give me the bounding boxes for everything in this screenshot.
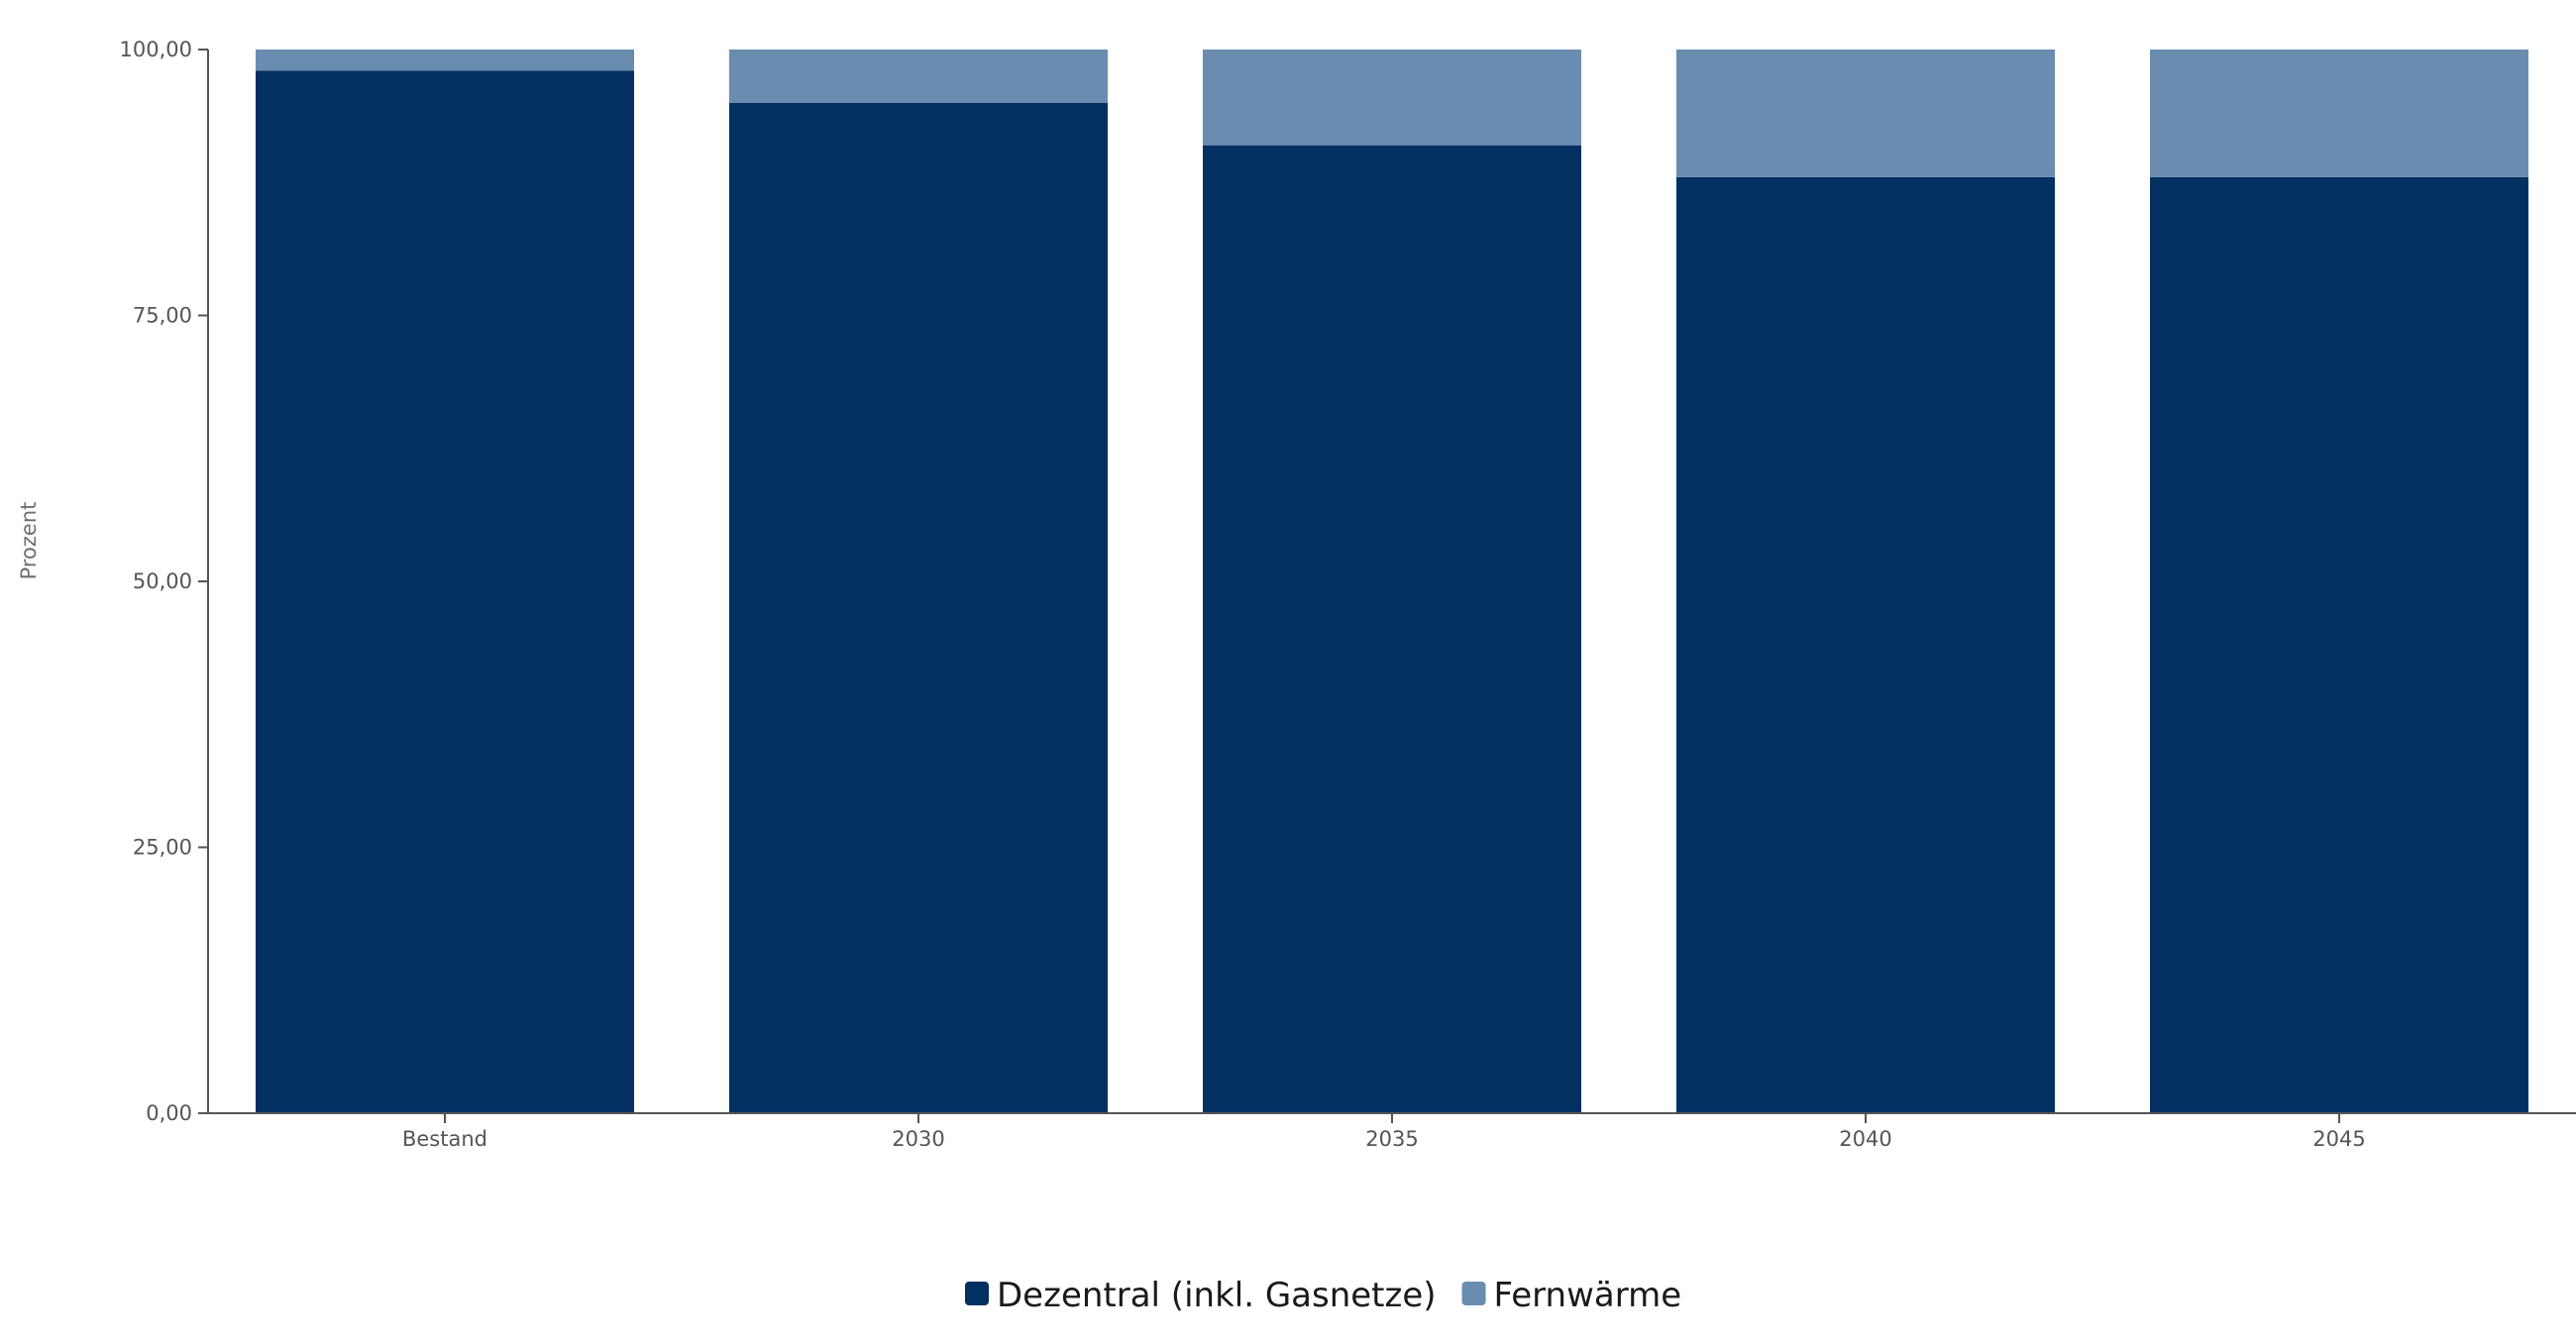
legend-swatch-fernw-rme	[1461, 1282, 1486, 1305]
bar-dezentral-inkl-gasnetze-2035	[1203, 145, 1581, 1113]
bar-fernw-rme-2035	[1203, 50, 1581, 146]
bar-dezentral-inkl-gasnetze-bestand	[256, 70, 634, 1114]
legend-label-fernw-rme: Fernwärme	[1494, 1276, 1682, 1315]
x-tick-label: 2030	[892, 1127, 944, 1151]
legend-label-dezentral-inkl-gasnetze: Dezentral (inkl. Gasnetze)	[997, 1276, 1437, 1315]
y-tick-label: 50,00	[133, 569, 192, 593]
legend-swatch-dezentral-inkl-gasnetze	[965, 1282, 989, 1305]
bar-fernw-rme-2030	[729, 50, 1108, 103]
bar-dezentral-inkl-gasnetze-2030	[729, 102, 1108, 1113]
legend: Dezentral (inkl. Gasnetze) Fernwärme	[965, 1276, 1681, 1315]
x-tick-label: 2035	[1365, 1127, 1418, 1151]
bar-fernw-rme-2040	[1676, 50, 2055, 177]
y-axis-title: Prozent	[17, 502, 41, 580]
bars-layer	[256, 50, 2528, 1114]
y-tick-label: 75,00	[133, 304, 192, 328]
x-tick-label: 2045	[2312, 1127, 2365, 1151]
x-ticks: Bestand 2030 2035 2040 2045	[402, 1113, 2366, 1151]
bar-dezentral-inkl-gasnetze-2045	[2150, 176, 2528, 1113]
bar-dezentral-inkl-gasnetze-2040	[1676, 176, 2055, 1113]
x-tick-label: 2040	[1839, 1127, 1891, 1151]
bar-fernw-rme-bestand	[256, 50, 634, 71]
bar-fernw-rme-2045	[2150, 50, 2528, 177]
y-tick-label: 0,00	[146, 1101, 192, 1125]
y-tick-label: 25,00	[133, 836, 192, 860]
x-tick-label: Bestand	[402, 1127, 487, 1151]
y-ticks: 0,00 25,00 50,00 75,00 100,00	[120, 38, 208, 1125]
y-tick-label: 100,00	[120, 38, 192, 61]
